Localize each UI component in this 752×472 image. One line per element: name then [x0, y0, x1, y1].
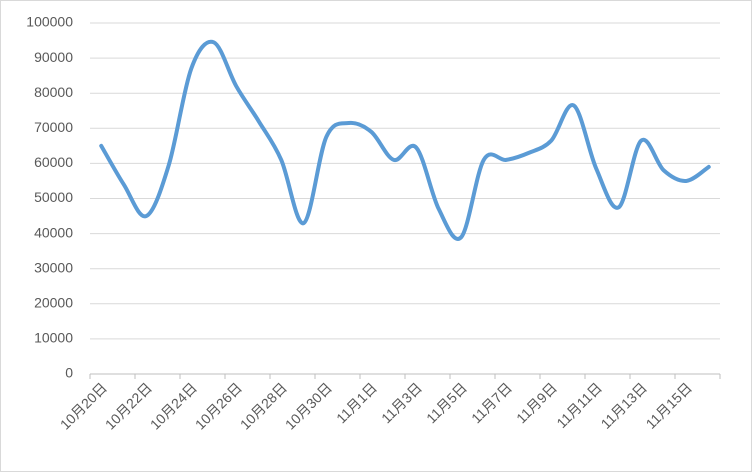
- y-tick-label: 10000: [34, 330, 73, 346]
- y-tick-label: 90000: [34, 49, 73, 65]
- line: [99, 39, 711, 241]
- y-tick-label: 50000: [34, 189, 73, 205]
- y-tick-label: 30000: [34, 259, 73, 275]
- y-tick-label: 0: [65, 365, 73, 381]
- y-tick-label: 20000: [34, 295, 73, 311]
- y-tick-label: 40000: [34, 224, 73, 240]
- y-tick-label: 70000: [34, 119, 73, 135]
- y-tick-label: 80000: [34, 84, 73, 100]
- y-tick-label: 60000: [34, 154, 73, 170]
- y-tick-label: 100000: [26, 14, 73, 30]
